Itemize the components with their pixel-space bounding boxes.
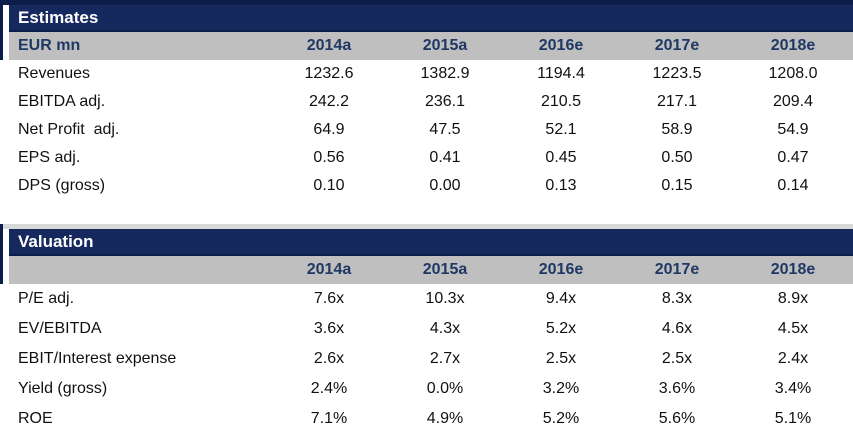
cell-value: 0.47 (777, 149, 809, 166)
row-label: Revenues (18, 65, 91, 82)
table-row-revenues: Revenues 1232.6 1382.9 1194.4 1223.5 120… (9, 60, 853, 88)
cell-value: 2.7x (429, 350, 461, 367)
column-header-2014a: 2014a (306, 261, 352, 278)
valuation-title-bar: Valuation (9, 229, 853, 256)
estimates-title-bar: Estimates (9, 5, 853, 32)
row-label: EPS adj. (18, 149, 81, 166)
valuation-left-border (0, 224, 3, 284)
row-label: EBIT/Interest expense (18, 350, 177, 367)
estimates-top-border (0, 0, 853, 5)
cell-value: 1194.4 (537, 65, 585, 82)
cell-value: 210.5 (540, 93, 582, 110)
cell-value: 2.6x (313, 350, 345, 367)
cell-value: 64.9 (313, 121, 345, 138)
column-header-2015a: 2015a (422, 261, 468, 278)
cell-value: 0.15 (661, 177, 693, 194)
column-header-2018e: 2018e (770, 261, 816, 278)
cell-value: 4.9% (426, 410, 464, 427)
cell-value: 0.00 (429, 177, 461, 194)
cell-value: 2.4x (777, 350, 809, 367)
cell-value: 0.14 (777, 177, 809, 194)
row-label: EV/EBITDA (18, 320, 102, 337)
row-label: Yield (gross) (18, 380, 108, 397)
cell-value: 7.1% (310, 410, 348, 427)
column-header-2017e: 2017e (654, 261, 700, 278)
column-header-2014a: 2014a (306, 37, 352, 54)
cell-value: 242.2 (308, 93, 350, 110)
cell-value: 0.10 (313, 177, 345, 194)
cell-value: 5.2x (545, 320, 577, 337)
cell-value: 3.6x (313, 320, 345, 337)
row-label: ROE (18, 410, 53, 427)
valuation-table: Valuation 2014a 2015a 2016e 2017e 2018e … (0, 224, 853, 434)
table-row-ev-ebitda: EV/EBITDA 3.6x 4.3x 5.2x 4.6x 4.5x (9, 314, 853, 344)
cell-value: 47.5 (429, 121, 461, 138)
cell-value: 0.13 (545, 177, 577, 194)
table-row-yield-gross: Yield (gross) 2.4% 0.0% 3.2% 3.6% 3.4% (9, 374, 853, 404)
table-row-dps-gross: DPS (gross) 0.10 0.00 0.13 0.15 0.14 (9, 172, 853, 200)
cell-value: 4.6x (661, 320, 693, 337)
cell-value: 5.2% (542, 410, 580, 427)
cell-value: 209.4 (772, 93, 814, 110)
cell-value: 0.0% (426, 380, 464, 397)
cell-value: 5.6% (658, 410, 696, 427)
cell-value: 8.3x (661, 290, 693, 307)
cell-value: 2.5x (661, 350, 693, 367)
column-header-2016e: 2016e (538, 37, 584, 54)
cell-value: 52.1 (545, 121, 577, 138)
valuation-title: Valuation (18, 232, 94, 251)
cell-value: 2.5x (545, 350, 577, 367)
estimates-column-header-row: EUR mn 2014a 2015a 2016e 2017e 2018e (9, 32, 853, 60)
cell-value: 9.4x (545, 290, 577, 307)
cell-value: 3.2% (542, 380, 580, 397)
table-row-roe: ROE 7.1% 4.9% 5.2% 5.6% 5.1% (9, 404, 853, 434)
valuation-top-border (0, 224, 853, 229)
table-row-net-profit-adj: Net Profit adj. 64.9 47.5 52.1 58.9 54.9 (9, 116, 853, 144)
cell-value: 54.9 (777, 121, 809, 138)
estimates-title: Estimates (18, 8, 99, 27)
column-header-2016e: 2016e (538, 261, 584, 278)
column-header-2015a: 2015a (422, 37, 468, 54)
column-header-2018e: 2018e (770, 37, 816, 54)
cell-value: 7.6x (313, 290, 345, 307)
cell-value: 58.9 (661, 121, 693, 138)
cell-value: 0.56 (313, 149, 345, 166)
table-row-pe-adj: P/E adj. 7.6x 10.3x 9.4x 8.3x 8.9x (9, 284, 853, 314)
cell-value: 0.50 (661, 149, 693, 166)
cell-value: 2.4% (310, 380, 348, 397)
table-spacer (0, 200, 853, 224)
table-row-ebit-interest-expense: EBIT/Interest expense 2.6x 2.7x 2.5x 2.5… (9, 344, 853, 374)
row-label: DPS (gross) (18, 177, 106, 194)
estimates-unit-label: EUR mn (18, 37, 81, 54)
cell-value: 1223.5 (652, 65, 702, 82)
row-label: Net Profit adj. (18, 121, 120, 138)
cell-value: 1208.0 (768, 65, 818, 82)
cell-value: 0.41 (429, 149, 461, 166)
cell-value: 1232.6 (304, 65, 354, 82)
row-label: EBITDA adj. (18, 93, 106, 110)
valuation-unit-label (9, 256, 271, 284)
column-header-2017e: 2017e (654, 37, 700, 54)
table-row-ebitda-adj: EBITDA adj. 242.2 236.1 210.5 217.1 209.… (9, 88, 853, 116)
cell-value: 0.45 (545, 149, 577, 166)
cell-value: 1382.9 (420, 65, 470, 82)
cell-value: 236.1 (424, 93, 466, 110)
cell-value: 3.6% (658, 380, 696, 397)
cell-value: 8.9x (777, 290, 809, 307)
table-row-eps-adj: EPS adj. 0.56 0.41 0.45 0.50 0.47 (9, 144, 853, 172)
row-label: P/E adj. (18, 290, 75, 307)
estimates-left-border (0, 0, 3, 60)
cell-value: 3.4% (774, 380, 812, 397)
cell-value: 4.5x (777, 320, 809, 337)
estimates-table: Estimates EUR mn 2014a 2015a 2016e 2017e… (0, 0, 853, 200)
cell-value: 5.1% (774, 410, 812, 427)
cell-value: 217.1 (656, 93, 698, 110)
cell-value: 4.3x (429, 320, 461, 337)
cell-value: 10.3x (425, 290, 465, 307)
valuation-column-header-row: 2014a 2015a 2016e 2017e 2018e (9, 256, 853, 284)
